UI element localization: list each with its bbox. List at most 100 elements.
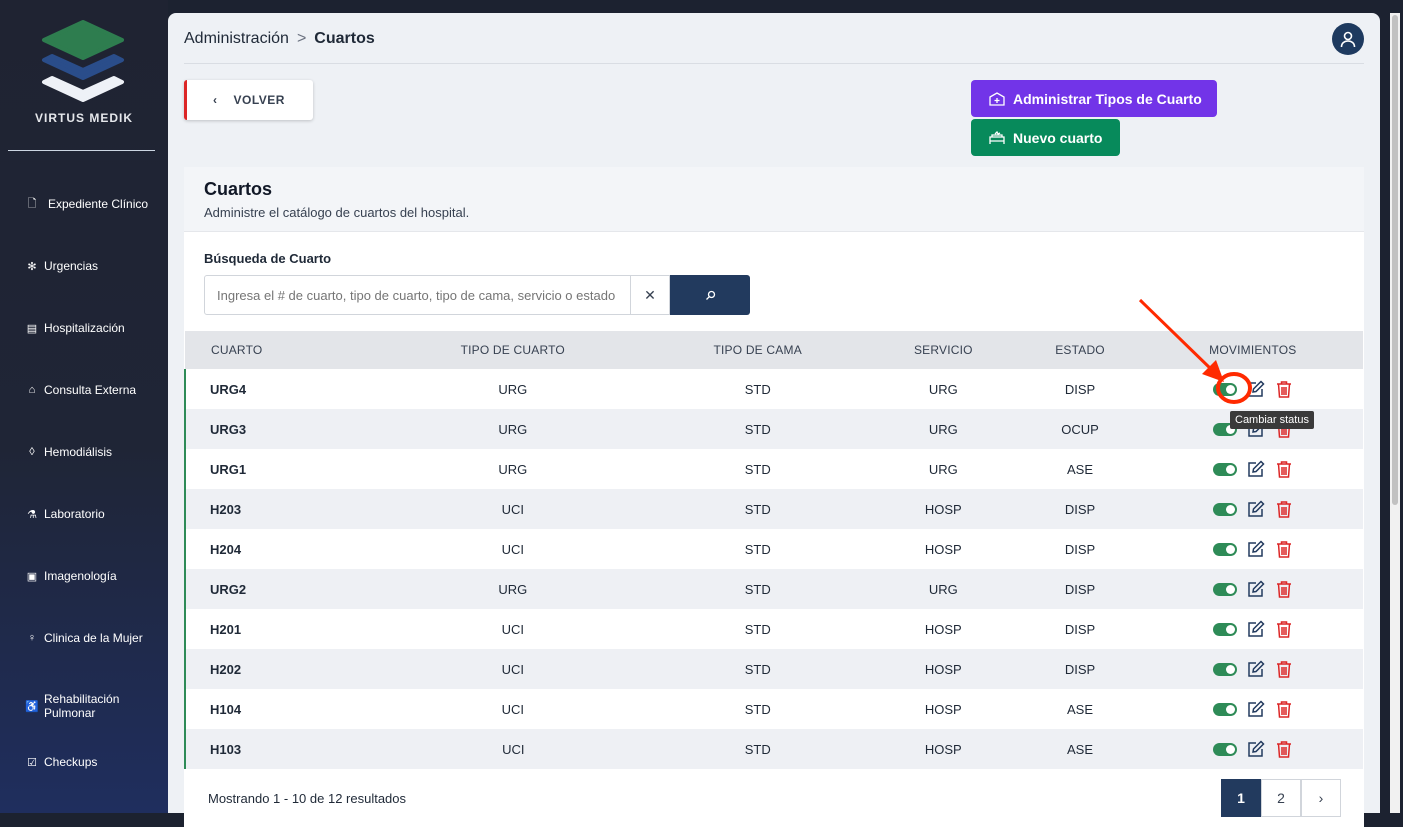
edit-icon[interactable]: [1247, 580, 1265, 598]
column-header: ESTADO: [1017, 331, 1143, 369]
trash-icon[interactable]: [1275, 740, 1293, 758]
breadcrumb-parent[interactable]: Administración: [184, 30, 289, 47]
back-label: VOLVER: [233, 93, 285, 107]
trash-icon[interactable]: [1275, 500, 1293, 518]
actions-cell: [1143, 529, 1363, 569]
table-cell: URG: [869, 409, 1018, 449]
status-toggle[interactable]: [1212, 742, 1237, 756]
status-toggle[interactable]: [1212, 622, 1237, 636]
sidebar-item[interactable]: ⌂ Consulta Externa: [26, 383, 166, 397]
sidebar-item-label: Laboratorio: [44, 507, 105, 521]
edit-icon[interactable]: [1247, 740, 1265, 758]
table-cell: DISP: [1017, 649, 1143, 689]
search-icon: [705, 290, 715, 300]
table-row: URG2 URG STD URG DISP: [183, 569, 1363, 609]
column-header: CUARTO: [185, 331, 381, 369]
table-row: H104 UCI STD HOSP ASE: [183, 689, 1363, 729]
sidebar-item[interactable]: ▤ Hospitalización: [26, 321, 166, 335]
sidebar-item[interactable]: ▣ Imagenología: [26, 569, 166, 583]
table-cell: URG4: [183, 369, 381, 409]
table-cell: HOSP: [869, 649, 1018, 689]
search-input[interactable]: [204, 275, 631, 315]
new-room-button[interactable]: Nuevo cuarto: [971, 119, 1120, 156]
hospital-icon: [989, 91, 1005, 106]
trash-icon[interactable]: [1275, 620, 1293, 638]
table-cell: URG: [498, 461, 528, 477]
page-1-button[interactable]: 1: [1221, 779, 1261, 817]
table-cell: URG: [928, 381, 958, 397]
trash-icon[interactable]: [1275, 580, 1293, 598]
sidebar-item[interactable]: 🗋 Expediente Clínico: [26, 197, 166, 211]
user-icon: [1340, 31, 1356, 48]
edit-icon[interactable]: [1247, 660, 1265, 678]
edit-icon[interactable]: [1247, 540, 1265, 558]
card-subtitle: Administre el catálogo de cuartos del ho…: [204, 205, 470, 220]
actions-cell: [1142, 729, 1363, 769]
edit-icon[interactable]: [1247, 500, 1265, 518]
edit-icon[interactable]: [1247, 620, 1265, 638]
trash-icon[interactable]: [1275, 540, 1293, 558]
table-cell: ASE: [1067, 701, 1094, 717]
sidebar-item[interactable]: ✻ Urgencias: [26, 259, 166, 273]
table-cell: HOSP: [924, 621, 962, 637]
table-cell: URG1: [183, 449, 381, 489]
trash-icon[interactable]: [1275, 460, 1293, 478]
sidebar-item[interactable]: ☑ Checkups: [26, 755, 166, 769]
wheelchair-icon: ♿: [25, 700, 39, 713]
table-cell: URG2: [183, 569, 381, 609]
scrollbar[interactable]: [1390, 13, 1400, 813]
table-cell: DISP: [1064, 381, 1096, 397]
sidebar-item[interactable]: ♀ Clinica de la Mujer: [26, 631, 166, 645]
table-cell: H204: [183, 529, 381, 569]
actions-cell: [1143, 689, 1363, 729]
annotation-arrow: [1138, 298, 1252, 404]
status-toggle[interactable]: [1212, 582, 1237, 596]
table-row: H204 UCI STD HOSP DISP: [183, 529, 1363, 569]
edit-icon[interactable]: [1247, 700, 1265, 718]
trash-icon[interactable]: [1275, 380, 1293, 398]
clear-search-button[interactable]: ✕: [631, 275, 670, 315]
table-cell: H104: [183, 689, 381, 729]
sidebar-item[interactable]: ♿ Rehabilitación Pulmonar: [25, 692, 166, 720]
table-cell: H202: [183, 649, 381, 689]
search-button[interactable]: [670, 275, 750, 315]
table-cell: STD: [744, 381, 771, 397]
table-cell: STD: [744, 541, 771, 557]
sidebar-item[interactable]: ◊ Hemodiálisis: [26, 445, 166, 459]
trash-icon[interactable]: [1275, 700, 1293, 718]
edit-icon[interactable]: [1247, 460, 1265, 478]
trash-icon[interactable]: [1275, 660, 1293, 678]
status-toggle[interactable]: [1212, 662, 1237, 676]
actions-cell: [1143, 609, 1363, 649]
table-cell: STD: [744, 621, 771, 637]
manage-room-types-button[interactable]: Administrar Tipos de Cuarto: [971, 80, 1217, 117]
user-avatar[interactable]: [1332, 23, 1364, 55]
table-row: URG4 URG STD URG DISP: [183, 369, 1363, 409]
table-cell: URG: [498, 381, 528, 397]
sidebar: VIRTUS MEDIK 🗋 Expediente Clínico ✻ Urgenci…: [0, 0, 168, 813]
scrollbar-thumb[interactable]: [1392, 15, 1398, 505]
sidebar-item-label: Clinica de la Mujer: [44, 631, 143, 645]
back-button[interactable]: ‹ VOLVER: [184, 80, 313, 120]
table-cell: HOSP: [924, 701, 962, 717]
status-toggle[interactable]: [1212, 702, 1237, 716]
status-toggle[interactable]: [1212, 502, 1237, 516]
chevron-left-icon: ‹: [213, 93, 218, 107]
new-room-label: Nuevo cuarto: [1013, 129, 1103, 146]
status-toggle[interactable]: [1212, 542, 1237, 556]
sidebar-item-label: Consulta Externa: [44, 383, 137, 397]
page-2-button[interactable]: 2: [1261, 779, 1301, 817]
table-cell: STD: [744, 701, 771, 717]
table-row: H202 UCI STD HOSP DISP: [183, 649, 1363, 689]
virtus-medik-logo: [42, 20, 124, 102]
actions-cell: [1143, 449, 1363, 489]
table-cell: URG: [928, 461, 958, 477]
table-cell: UCI: [501, 541, 524, 557]
status-toggle[interactable]: [1212, 462, 1237, 476]
table-cell: URG: [380, 569, 647, 609]
sidebar-item[interactable]: ⚗ Laboratorio: [26, 507, 166, 521]
next-page-button[interactable]: ›: [1301, 779, 1341, 817]
manage-room-types-label: Administrar Tipos de Cuarto: [1013, 90, 1202, 107]
sidebar-item-label: Rehabilitación Pulmonar: [44, 692, 120, 720]
brand-name: VIRTUS MEDIK: [34, 111, 133, 125]
